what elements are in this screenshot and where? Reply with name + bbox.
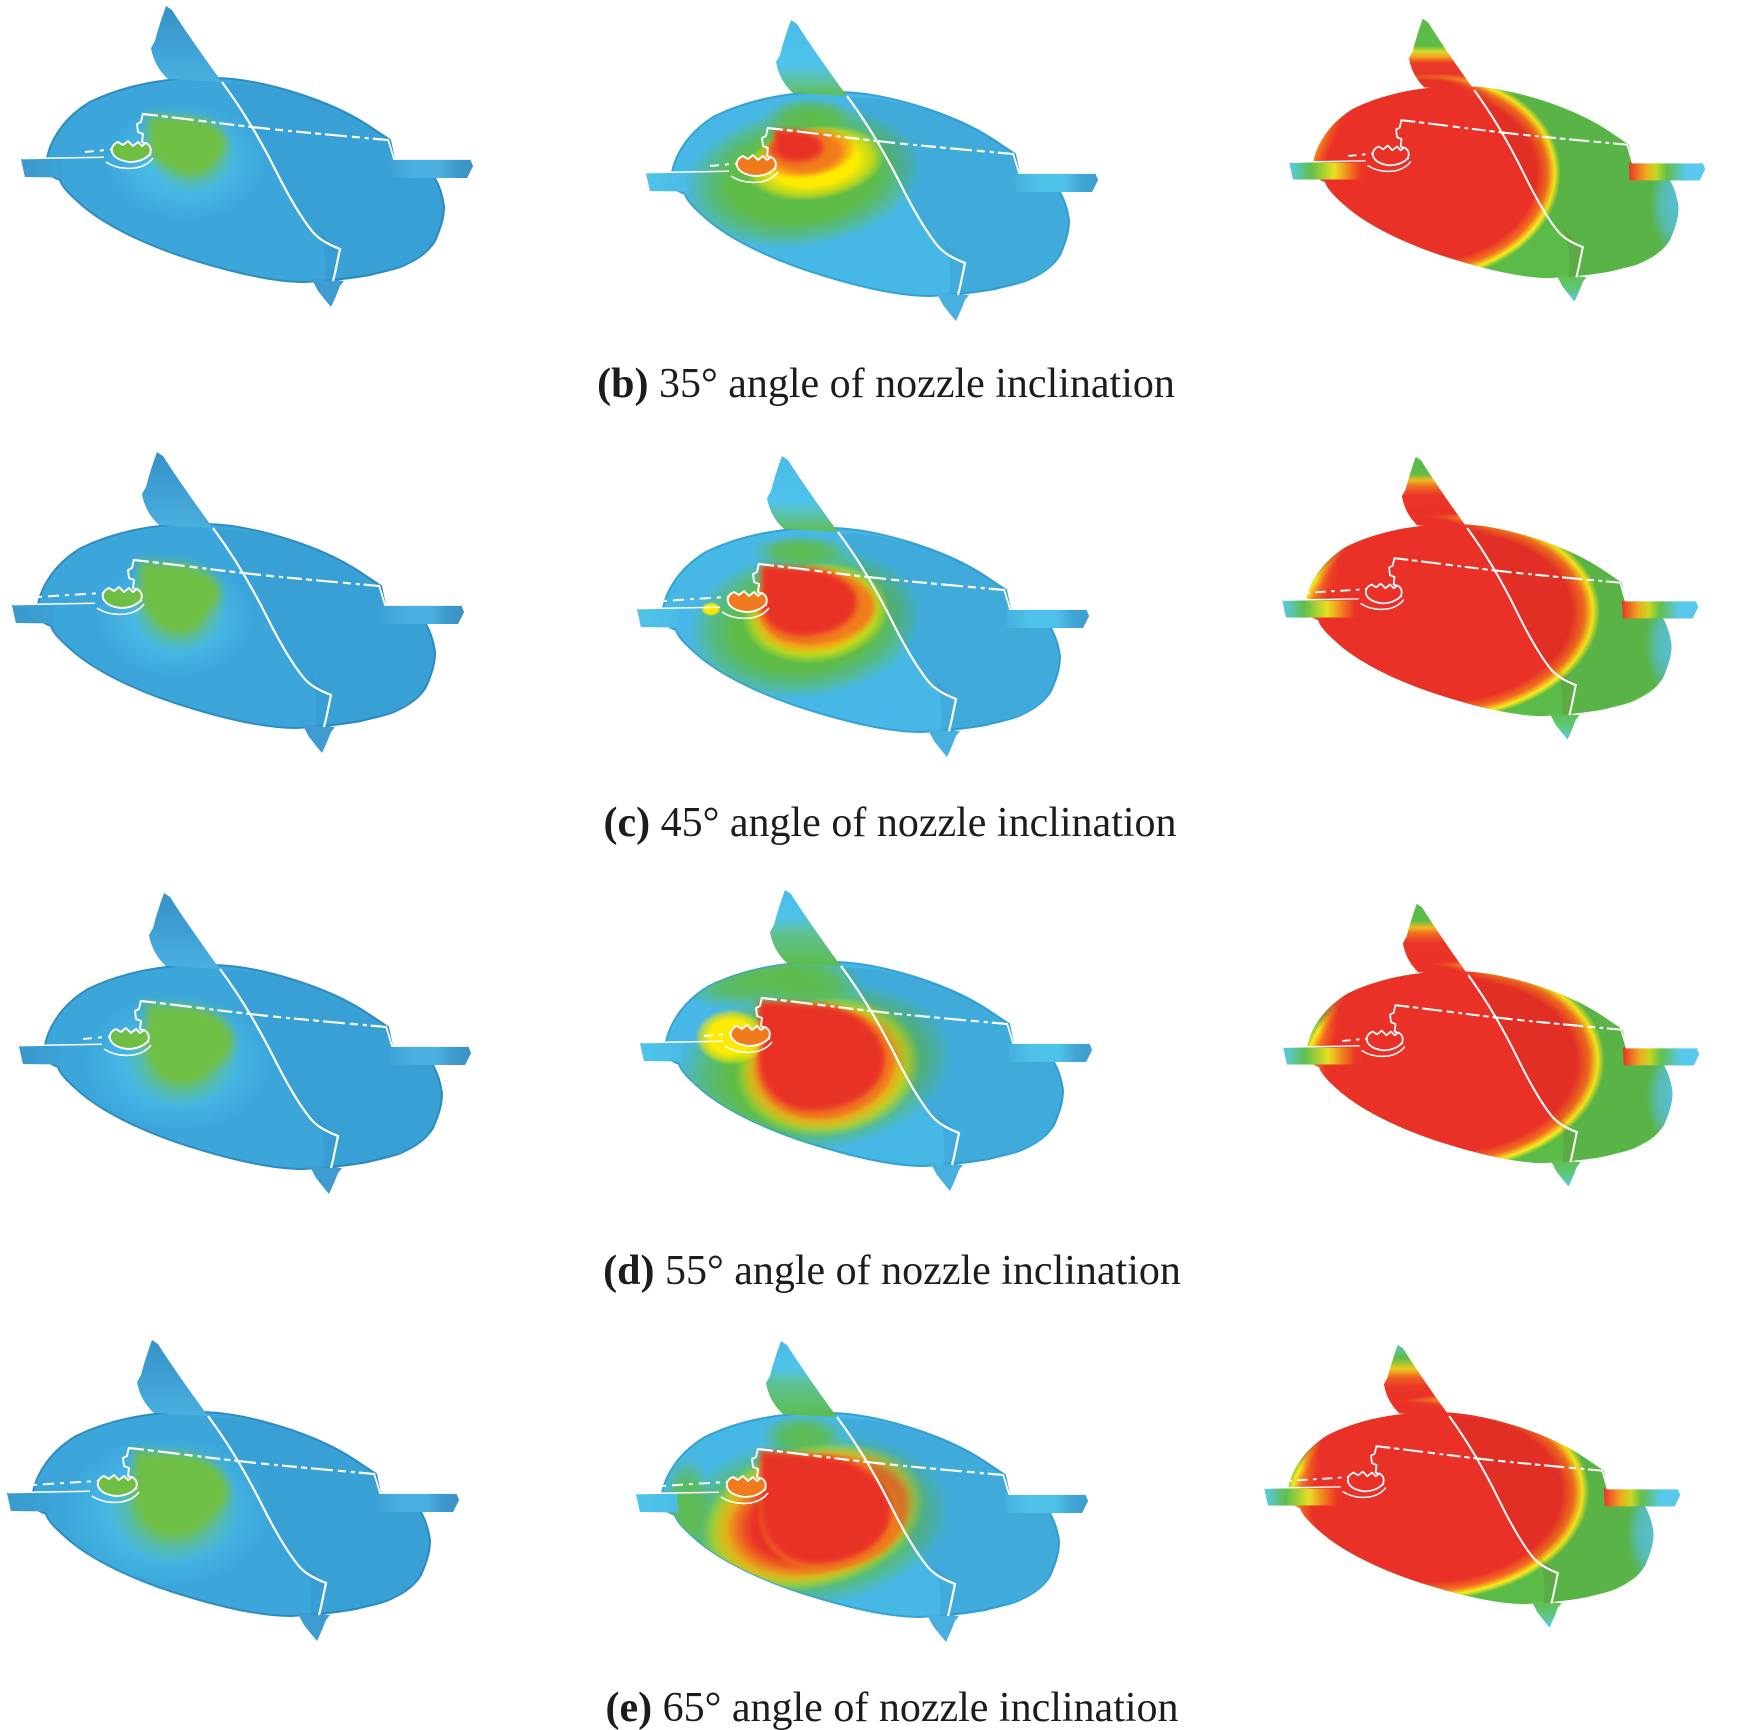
svg-text:(e) 65° angle of nozzle inclin: (e) 65° angle of nozzle inclination — [605, 1685, 1178, 1730]
svg-text:(d) 55° angle of nozzle inclin: (d) 55° angle of nozzle inclination — [603, 1248, 1181, 1294]
svg-text:(c) 45° angle of nozzle inclin: (c) 45° angle of nozzle inclination — [603, 800, 1176, 846]
svg-text:(b) 35° angle of nozzle inclin: (b) 35° angle of nozzle inclination — [597, 361, 1175, 407]
